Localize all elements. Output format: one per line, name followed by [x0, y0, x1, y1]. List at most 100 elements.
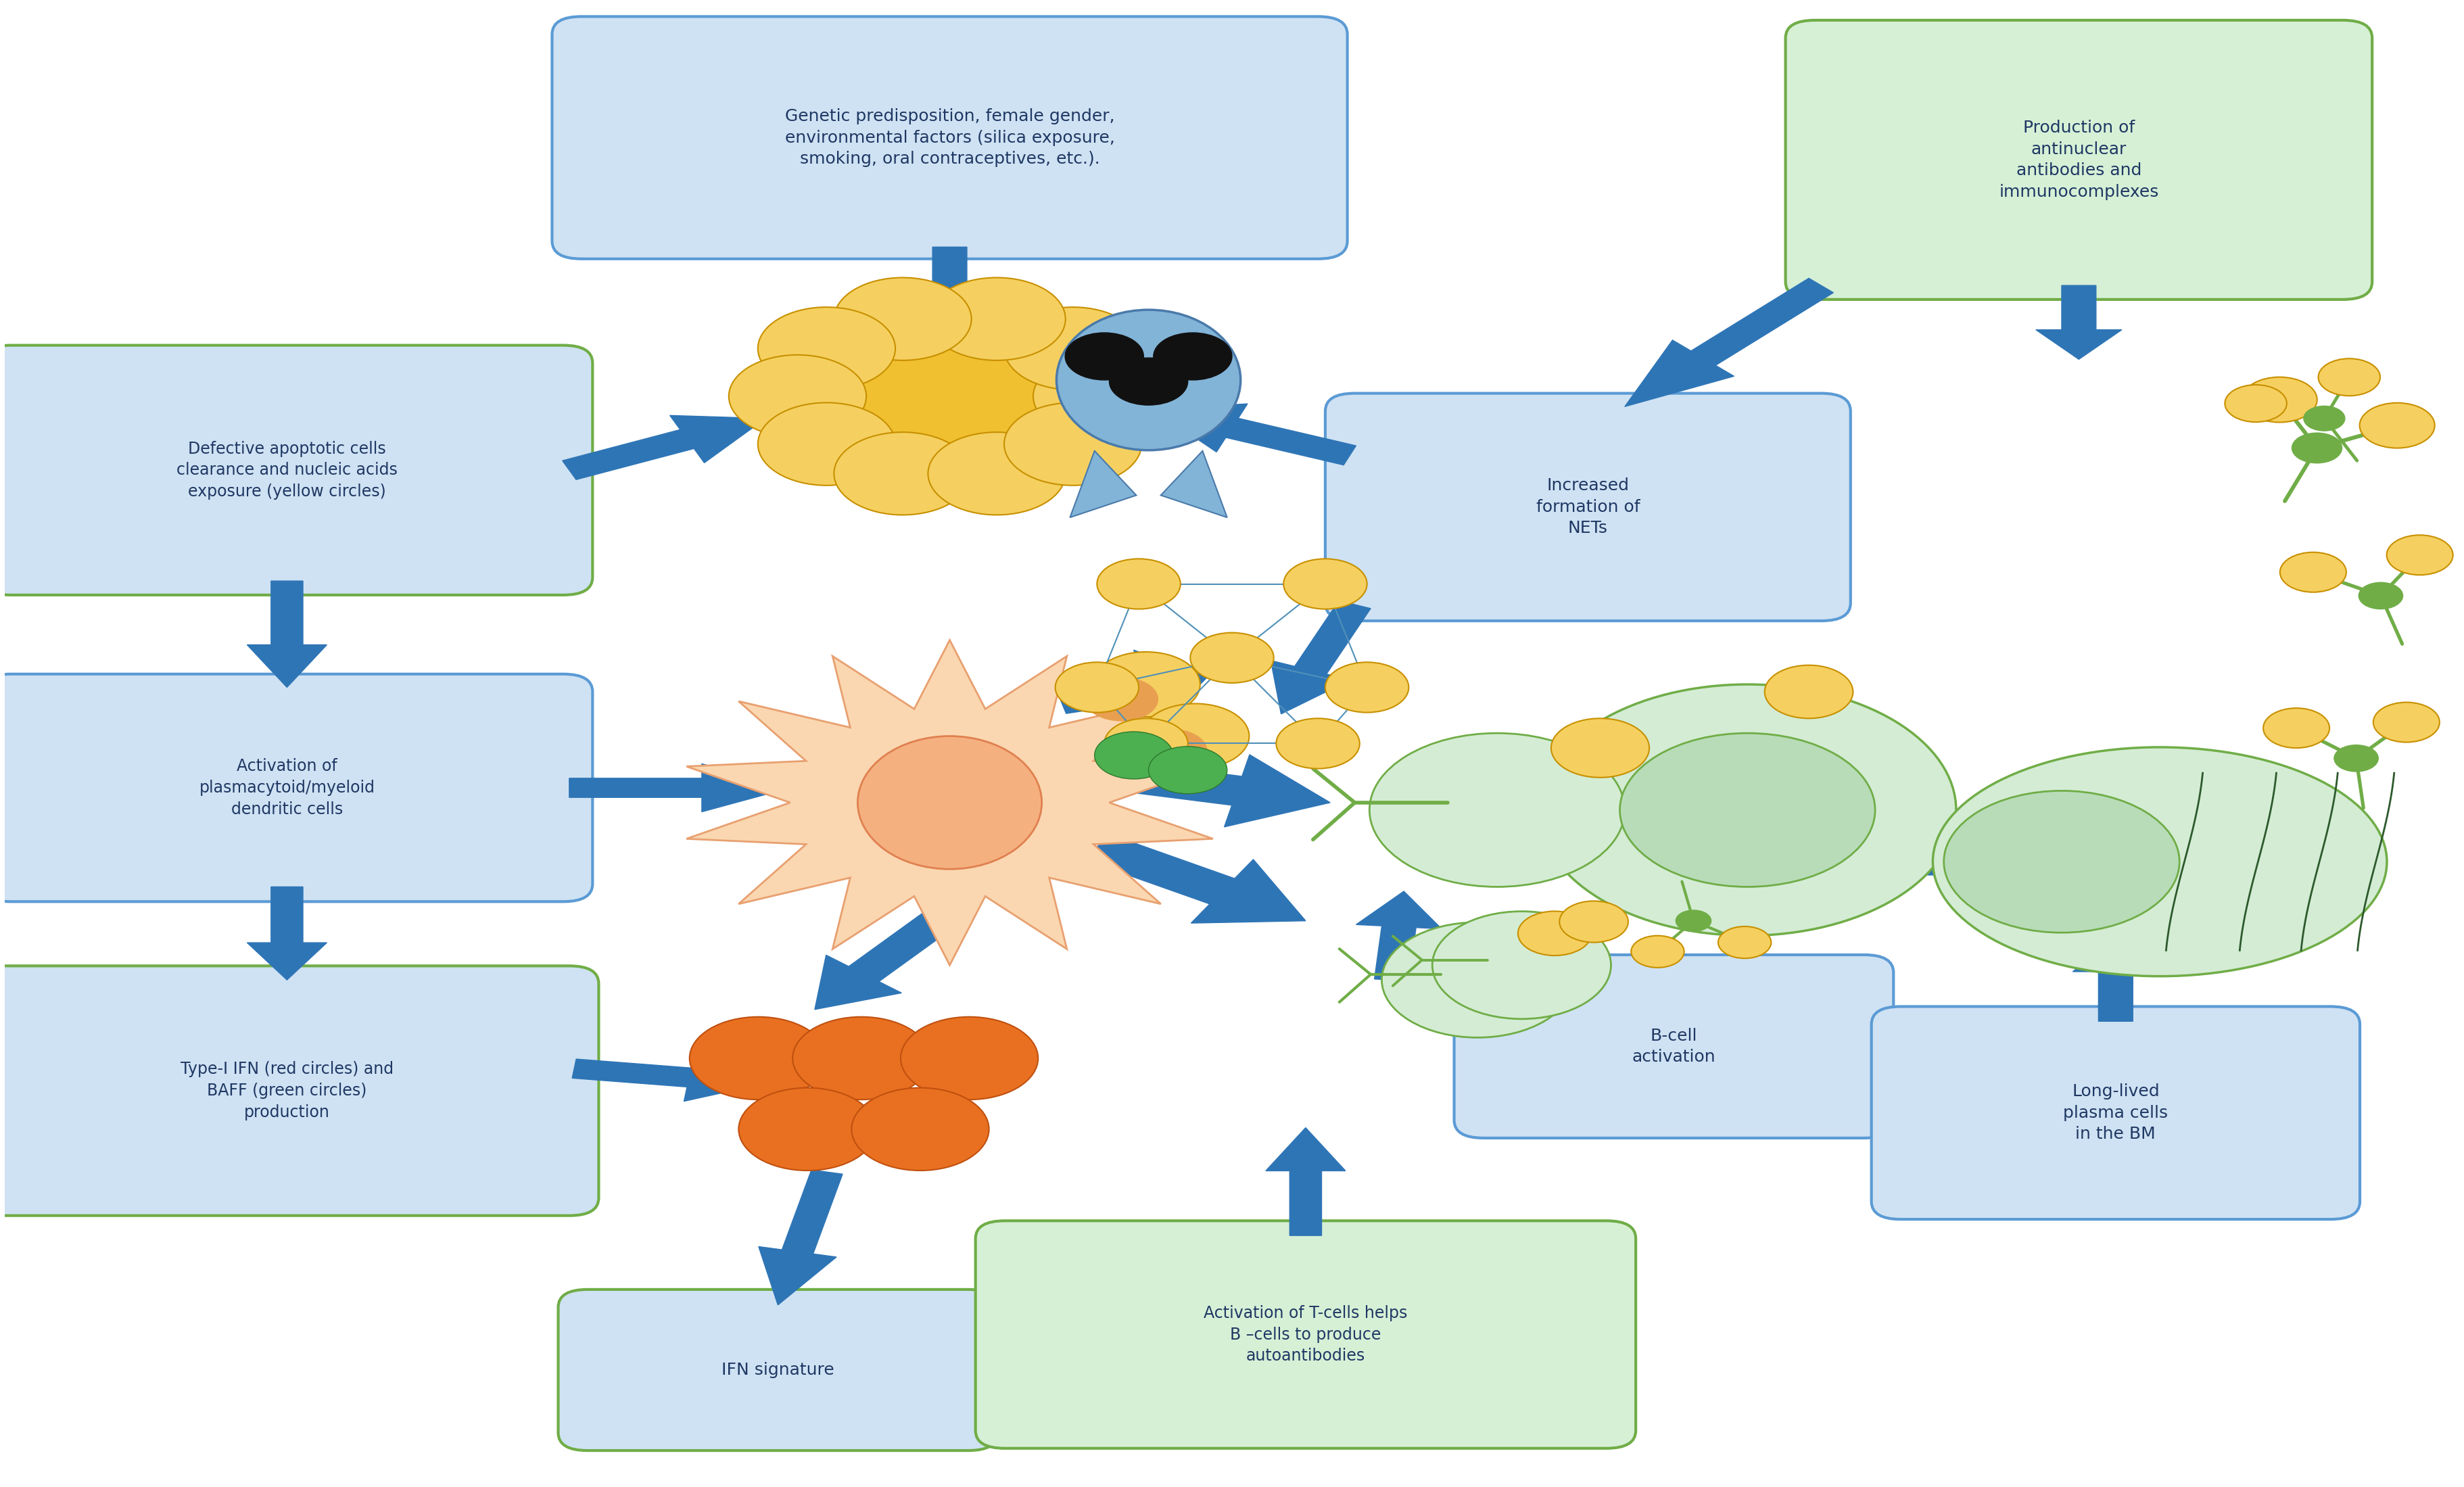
Circle shape [739, 1088, 877, 1170]
Circle shape [1717, 926, 1772, 958]
Circle shape [1631, 935, 1683, 968]
Circle shape [1382, 922, 1572, 1038]
FancyBboxPatch shape [559, 1289, 998, 1450]
Circle shape [1764, 665, 1853, 718]
FancyBboxPatch shape [0, 674, 591, 901]
Text: Defective apoptotic cells
clearance and nucleic acids
exposure (yellow circles): Defective apoptotic cells clearance and … [177, 440, 397, 500]
Text: Production of
antinuclear
antibodies and
immunocomplexes: Production of antinuclear antibodies and… [1998, 119, 2158, 201]
Circle shape [1432, 912, 1611, 1019]
Circle shape [853, 1088, 988, 1170]
Circle shape [848, 335, 1052, 458]
Circle shape [1005, 403, 1141, 485]
Text: Activation of
plasmacytoid/myeloid
dendritic cells: Activation of plasmacytoid/myeloid dendr… [200, 758, 375, 818]
FancyArrow shape [569, 764, 791, 812]
Text: IFN signature: IFN signature [722, 1362, 835, 1378]
FancyArrow shape [1084, 834, 1306, 923]
Circle shape [1148, 746, 1227, 794]
FancyArrow shape [572, 1054, 766, 1102]
Circle shape [1190, 632, 1274, 683]
Circle shape [1153, 333, 1232, 381]
FancyArrow shape [2072, 938, 2158, 1022]
Circle shape [833, 433, 971, 515]
Ellipse shape [857, 736, 1042, 868]
Circle shape [2264, 708, 2328, 748]
Circle shape [1518, 912, 1592, 956]
Circle shape [759, 308, 894, 390]
Circle shape [1005, 308, 1141, 390]
FancyArrow shape [1266, 1127, 1345, 1236]
FancyArrow shape [246, 886, 328, 980]
FancyArrow shape [2035, 286, 2122, 360]
Circle shape [1370, 733, 1624, 886]
Circle shape [1092, 651, 1200, 717]
FancyBboxPatch shape [1326, 393, 1850, 622]
Circle shape [1560, 901, 1629, 943]
FancyBboxPatch shape [0, 967, 599, 1215]
Circle shape [1944, 791, 2181, 932]
FancyArrow shape [1624, 278, 1833, 406]
FancyBboxPatch shape [0, 345, 591, 595]
Polygon shape [1161, 451, 1227, 517]
Ellipse shape [1932, 746, 2388, 977]
Circle shape [1084, 677, 1158, 721]
Circle shape [2292, 433, 2341, 462]
FancyArrow shape [1875, 828, 2018, 895]
Text: Activation of T-cells helps
B –cells to produce
autoantibodies: Activation of T-cells helps B –cells to … [1205, 1306, 1407, 1364]
FancyBboxPatch shape [1873, 1007, 2361, 1219]
Circle shape [1552, 718, 1648, 778]
FancyArrow shape [1092, 754, 1331, 827]
FancyArrow shape [1355, 891, 1441, 981]
Text: B-cell
activation: B-cell activation [1631, 1028, 1715, 1065]
Polygon shape [687, 639, 1212, 965]
FancyBboxPatch shape [552, 16, 1348, 259]
Circle shape [929, 433, 1064, 515]
Circle shape [2242, 378, 2316, 422]
FancyArrow shape [562, 415, 766, 480]
Circle shape [1276, 718, 1360, 769]
Circle shape [2361, 403, 2434, 448]
FancyArrow shape [246, 581, 328, 687]
Circle shape [1284, 559, 1368, 610]
Circle shape [2319, 358, 2380, 396]
Circle shape [1540, 684, 1956, 935]
FancyArrow shape [907, 247, 993, 345]
Circle shape [2388, 535, 2454, 575]
Ellipse shape [1057, 309, 1239, 451]
Circle shape [2225, 385, 2287, 422]
Text: Long-lived
plasma cells
in the BM: Long-lived plasma cells in the BM [2062, 1084, 2168, 1142]
Text: Type-I IFN (red circles) and
BAFF (green circles)
production: Type-I IFN (red circles) and BAFF (green… [180, 1062, 394, 1120]
Circle shape [729, 355, 867, 437]
FancyArrow shape [1055, 650, 1207, 721]
Circle shape [1064, 333, 1143, 381]
FancyArrow shape [816, 913, 954, 1010]
Circle shape [902, 1017, 1037, 1099]
Circle shape [1109, 358, 1188, 404]
FancyArrow shape [759, 1170, 843, 1306]
Circle shape [2373, 702, 2439, 742]
Circle shape [833, 278, 971, 360]
Circle shape [1055, 662, 1138, 712]
FancyArrow shape [1153, 404, 1355, 465]
Circle shape [929, 278, 1064, 360]
Circle shape [1096, 559, 1180, 610]
Circle shape [759, 403, 894, 485]
Circle shape [2333, 745, 2378, 772]
Polygon shape [1069, 451, 1136, 517]
Circle shape [1326, 662, 1409, 712]
Circle shape [690, 1017, 828, 1099]
FancyArrow shape [1271, 601, 1370, 714]
Text: Genetic predisposition, female gender,
environmental factors (silica exposure,
s: Genetic predisposition, female gender, e… [784, 109, 1114, 167]
FancyBboxPatch shape [976, 1221, 1636, 1448]
Circle shape [793, 1017, 929, 1099]
FancyBboxPatch shape [1786, 21, 2373, 299]
Text: Increased
formation of
NETs: Increased formation of NETs [1535, 477, 1641, 537]
Circle shape [2304, 406, 2346, 431]
Circle shape [2279, 552, 2346, 592]
Circle shape [1094, 732, 1173, 779]
Circle shape [1676, 910, 1710, 931]
Circle shape [1133, 729, 1207, 773]
Circle shape [1104, 718, 1188, 769]
Circle shape [1141, 703, 1249, 769]
FancyBboxPatch shape [1454, 955, 1892, 1138]
Circle shape [1032, 355, 1170, 437]
